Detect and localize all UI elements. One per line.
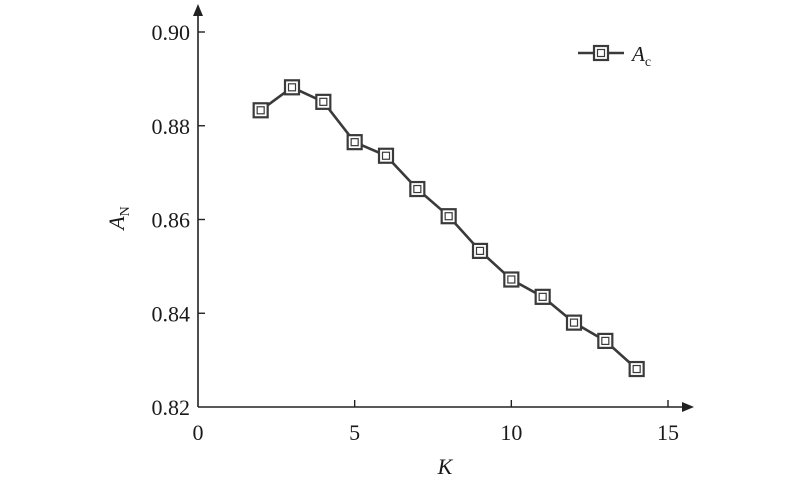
data-point-marker xyxy=(534,288,551,305)
data-point-marker-inner xyxy=(413,184,422,194)
legend-label: Ac xyxy=(630,42,651,70)
y-axis-title: AN xyxy=(104,206,133,232)
y-tick-label: 0.86 xyxy=(152,208,191,233)
data-point-marker-inner xyxy=(507,275,516,284)
legend-label-main: A xyxy=(630,42,645,66)
data-point-marker xyxy=(628,360,645,378)
data-point-marker-inner xyxy=(256,106,265,115)
data-point-marker-inner xyxy=(632,364,641,374)
data-point-marker xyxy=(503,271,520,288)
data-point-marker-inner xyxy=(596,48,606,58)
data-point-marker xyxy=(597,332,614,350)
data-point-marker-inner xyxy=(350,138,359,147)
data-point-marker xyxy=(252,102,269,119)
x-tick-label: 15 xyxy=(657,420,679,445)
legend-label-sub: c xyxy=(645,55,651,70)
data-point-marker xyxy=(565,314,583,331)
legend: Ac xyxy=(578,42,651,70)
data-point-marker xyxy=(409,180,426,198)
x-axis-arrow-icon xyxy=(682,402,694,412)
y-axis-arrow-icon xyxy=(193,4,203,16)
x-tick-label: 0 xyxy=(193,420,204,445)
data-point-marker xyxy=(315,93,332,110)
y-tick-label: 0.88 xyxy=(152,114,191,139)
data-point-marker-inner xyxy=(381,151,391,160)
data-point-marker-inner xyxy=(538,292,547,301)
series-group xyxy=(252,79,645,378)
data-point-marker xyxy=(377,147,395,164)
data-point-marker-inner xyxy=(569,318,579,327)
x-tick-label: 10 xyxy=(500,420,522,445)
data-point-marker xyxy=(440,208,457,225)
y-tick-label: 0.82 xyxy=(152,395,191,420)
data-point-marker xyxy=(471,242,489,260)
ticks: 0 5 10 15 0.82 0.84 0.86 0.88 0.90 xyxy=(152,20,680,445)
data-point-marker-inner xyxy=(287,83,297,92)
data-point-marker xyxy=(592,44,610,62)
axes xyxy=(193,4,694,412)
data-point-marker-inner xyxy=(319,97,328,106)
y-tick-label: 0.90 xyxy=(152,20,191,45)
x-axis-title: K xyxy=(437,454,454,479)
data-point-marker-inner xyxy=(444,212,453,221)
y-axis-title-sub: N xyxy=(118,206,133,216)
data-point-marker-inner xyxy=(601,336,610,346)
y-tick-label: 0.84 xyxy=(152,301,191,326)
x-tick-label: 5 xyxy=(349,420,360,445)
data-point-marker xyxy=(283,79,301,96)
data-point-marker-inner xyxy=(475,246,485,256)
y-axis-title-main: A xyxy=(104,216,129,232)
data-point-marker xyxy=(346,134,363,151)
